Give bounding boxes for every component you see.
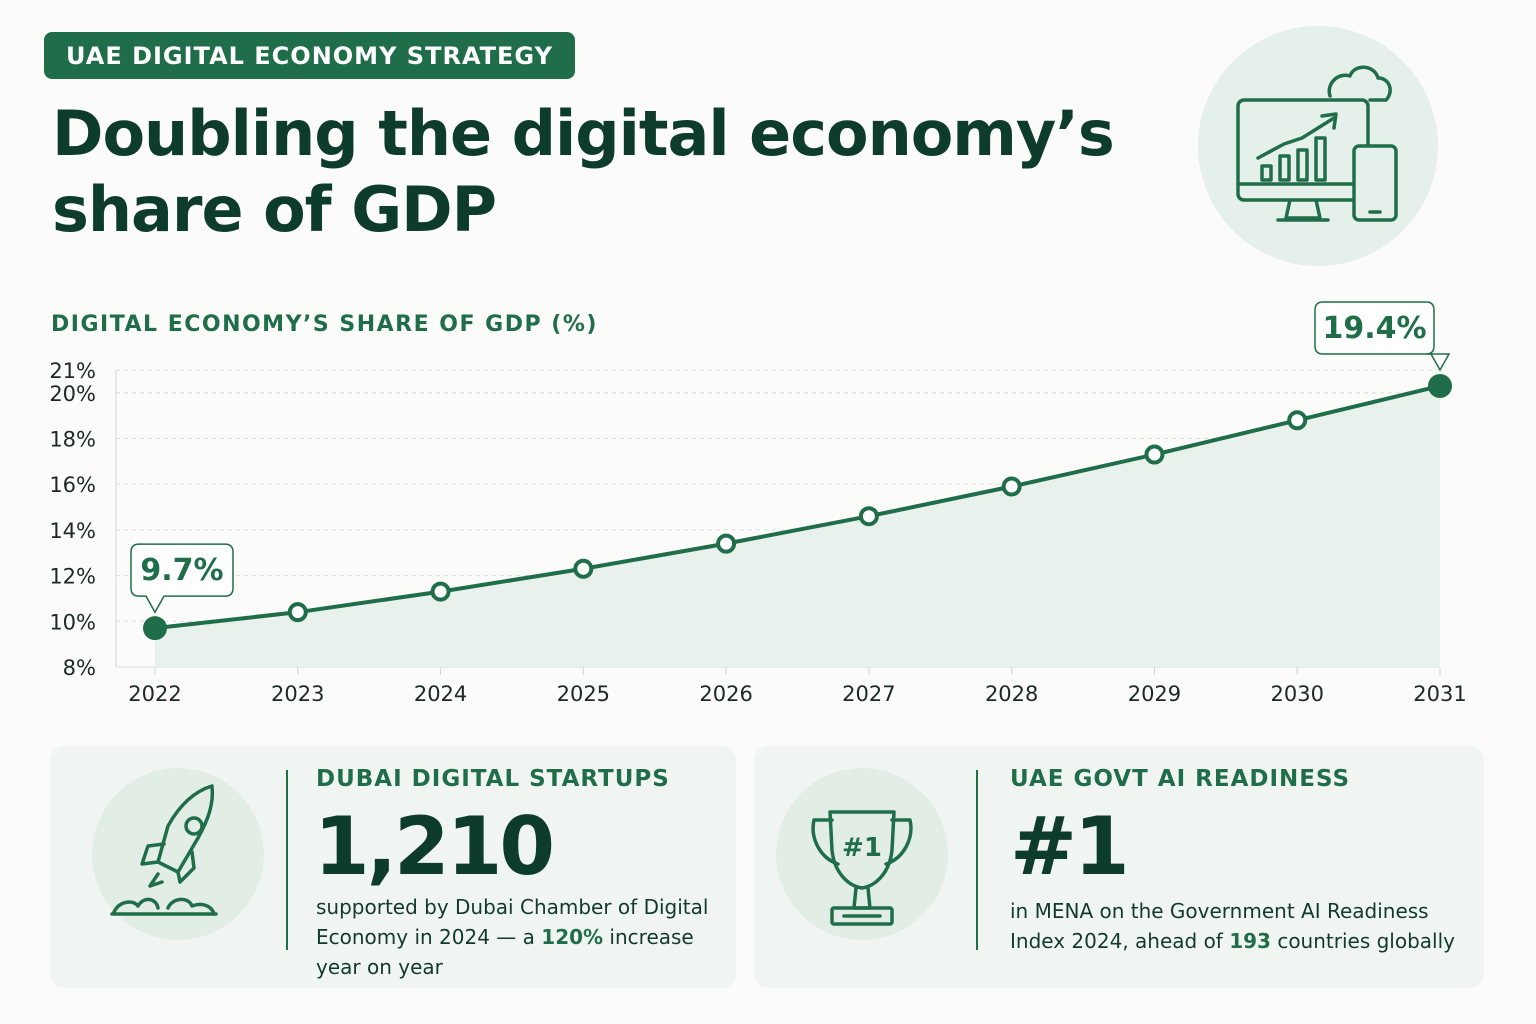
card-divider (286, 770, 288, 950)
analytics-devices-cloud-icon (1198, 26, 1438, 266)
data-point-2028 (1001, 476, 1022, 497)
x-tick-label: 2031 (1413, 682, 1466, 706)
data-point-2027 (858, 506, 879, 527)
rocket-icon (92, 768, 264, 940)
data-point-2029 (1144, 444, 1165, 465)
ai-readiness-label: UAE GOVT AI READINESS (1010, 766, 1351, 792)
data-point-2030 (1287, 410, 1308, 431)
x-tick-label: 2024 (414, 682, 467, 706)
ai-readiness-description: in MENA on the Government AI Readiness I… (1010, 896, 1470, 956)
startups-desc-end: year on year (316, 955, 443, 979)
y-tick-label: 18% (49, 428, 96, 452)
y-tick-label: 8% (63, 656, 96, 680)
startups-description: supported by Dubai Chamber of Digital Ec… (316, 892, 726, 982)
data-point-2023 (287, 602, 308, 623)
callout-2022: 9.7% (130, 543, 234, 614)
area-fill (155, 385, 1440, 667)
x-tick-label: 2026 (699, 682, 752, 706)
series-line (154, 384, 1441, 631)
startups-label: DUBAI DIGITAL STARTUPS (316, 766, 670, 792)
x-tick-label: 2025 (557, 682, 610, 706)
x-tick-label: 2029 (1128, 682, 1181, 706)
y-tick-label: 12% (49, 565, 96, 589)
data-point-2031 (1428, 373, 1452, 398)
strategy-badge: UAE DIGITAL ECONOMY STRATEGY (44, 32, 575, 79)
startups-desc-mid: Economy in 2024 — a (316, 925, 542, 949)
data-point-2025 (573, 558, 594, 579)
chart-title: DIGITAL ECONOMY’S SHARE OF GDP (%) (51, 312, 598, 337)
data-point-2022 (143, 616, 167, 641)
card-divider (976, 770, 978, 950)
callout-box (130, 543, 234, 614)
trophy-label: #1 (842, 833, 882, 863)
startups-highlight-percent: 120% (541, 925, 604, 949)
y-tick-label: 10% (49, 610, 96, 634)
data-point-2024 (430, 581, 451, 602)
title-line-2: share of GDP (52, 173, 497, 246)
callout-value: 9.7% (140, 553, 223, 588)
y-tick-label: 21% (49, 359, 96, 383)
ai-highlight-count: 193 (1229, 929, 1271, 953)
startups-value: 1,210 (314, 800, 555, 893)
x-tick-label: 2027 (842, 682, 895, 706)
ai-desc-line1: in MENA on the Government AI Readiness (1010, 899, 1429, 923)
startups-desc-line1: supported by Dubai Chamber of Digital (316, 895, 709, 919)
x-tick-label: 2030 (1270, 682, 1323, 706)
y-tick-label: 16% (49, 473, 96, 497)
data-point-2026 (716, 533, 737, 554)
ai-readiness-card: #1 UAE GOVT AI READINESS #1 in MENA on t… (754, 746, 1484, 988)
y-tick-label: 14% (49, 519, 96, 543)
ai-readiness-value: #1 (1010, 800, 1130, 893)
line-chart: 8% 10% 12% 14% 16% 18% 20%21% 2022 2023 2024 2025… (49, 301, 1467, 706)
ai-desc-post: countries globally (1270, 929, 1456, 953)
callout-2031: 19.4% (1314, 301, 1451, 372)
x-tick-label: 2028 (985, 682, 1038, 706)
title-line-1: Doubling the digital economy’s (52, 97, 1115, 170)
page-title: Doubling the digital economy’s share of … (52, 96, 1152, 248)
y-tick-label: 20% (49, 382, 96, 406)
ai-desc-pre: Index 2024, ahead of (1010, 929, 1230, 953)
trophy-icon: #1 (776, 768, 948, 940)
x-tick-label: 2023 (271, 682, 324, 706)
callout-value: 19.4% (1322, 311, 1426, 346)
x-tick-label: 2022 (128, 682, 181, 706)
callout-box (1314, 301, 1451, 372)
startups-card: DUBAI DIGITAL STARTUPS 1,210 supported b… (50, 746, 736, 988)
startups-desc-post: increase (603, 925, 694, 949)
